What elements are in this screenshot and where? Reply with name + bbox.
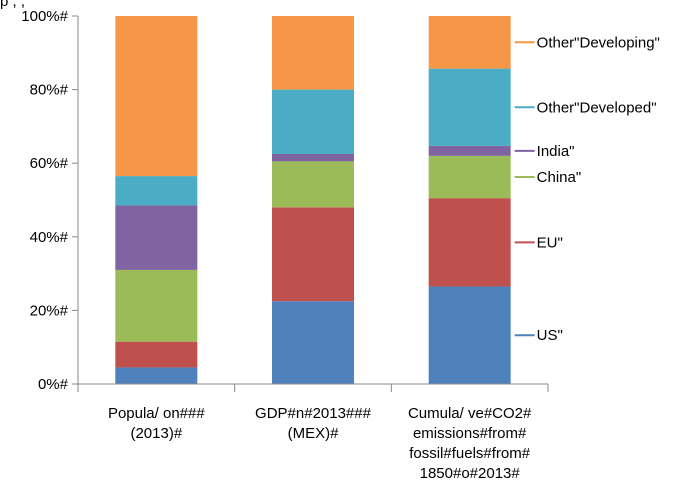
bar-segment xyxy=(272,154,354,162)
legend-label: Other"Developing" xyxy=(537,34,660,51)
x-category-label: (MEX)# xyxy=(288,425,339,442)
bar-segment xyxy=(428,198,511,287)
bar-segment xyxy=(272,89,354,154)
x-category-label: GDP#n#2013### xyxy=(255,405,372,422)
x-category-label: emissions#from# xyxy=(413,425,527,442)
y-tick-label: 0%# xyxy=(38,376,69,393)
x-category-label: Cumula/ ve#CO2# xyxy=(408,405,532,422)
bar-segment xyxy=(115,176,198,206)
bar-segment xyxy=(115,367,198,384)
legend-label: India" xyxy=(537,143,575,160)
bar-segment xyxy=(428,155,511,199)
x-category-label: 1850#o#2013# xyxy=(420,465,521,482)
bar-segment xyxy=(115,205,198,270)
bar-segment xyxy=(272,207,354,302)
x-axis: Popula/ on### (2013)# GDP#n#2013### (MEX)# C… xyxy=(77,383,549,482)
bar-segment xyxy=(428,286,511,384)
legend-label: China" xyxy=(537,169,582,186)
legend: US" EU" China" India" Other"Developed" Other"… xyxy=(514,34,660,344)
y-tick-label: 60%# xyxy=(30,155,69,172)
bar-segment xyxy=(428,16,511,69)
bar-segment xyxy=(272,301,354,384)
chart-title-fragment: p , , xyxy=(0,0,25,10)
bar-segment xyxy=(272,161,354,208)
legend-label: Other"Developed" xyxy=(537,99,657,116)
bar-segment xyxy=(428,68,511,146)
y-axis: 0%# 20%# 40%# 60%# 80%# 100%# xyxy=(21,8,79,393)
bar-segment xyxy=(115,341,198,368)
y-tick-label: 80%# xyxy=(30,82,69,99)
bar-segment xyxy=(115,269,198,342)
x-category-label: fossil#fuels#from# xyxy=(409,445,531,462)
legend-label: US" xyxy=(537,327,563,344)
bars-group xyxy=(115,16,511,384)
y-tick-label: 100%# xyxy=(21,8,68,25)
bar-segment xyxy=(428,145,511,156)
bar-segment xyxy=(272,16,354,90)
y-tick-label: 40%# xyxy=(30,229,69,246)
legend-label: EU" xyxy=(537,234,563,251)
x-category-label: Popula/ on### xyxy=(108,405,205,422)
x-category-label: (2013)# xyxy=(130,425,182,442)
bar-segment xyxy=(115,16,198,177)
y-tick-label: 20%# xyxy=(30,302,69,319)
